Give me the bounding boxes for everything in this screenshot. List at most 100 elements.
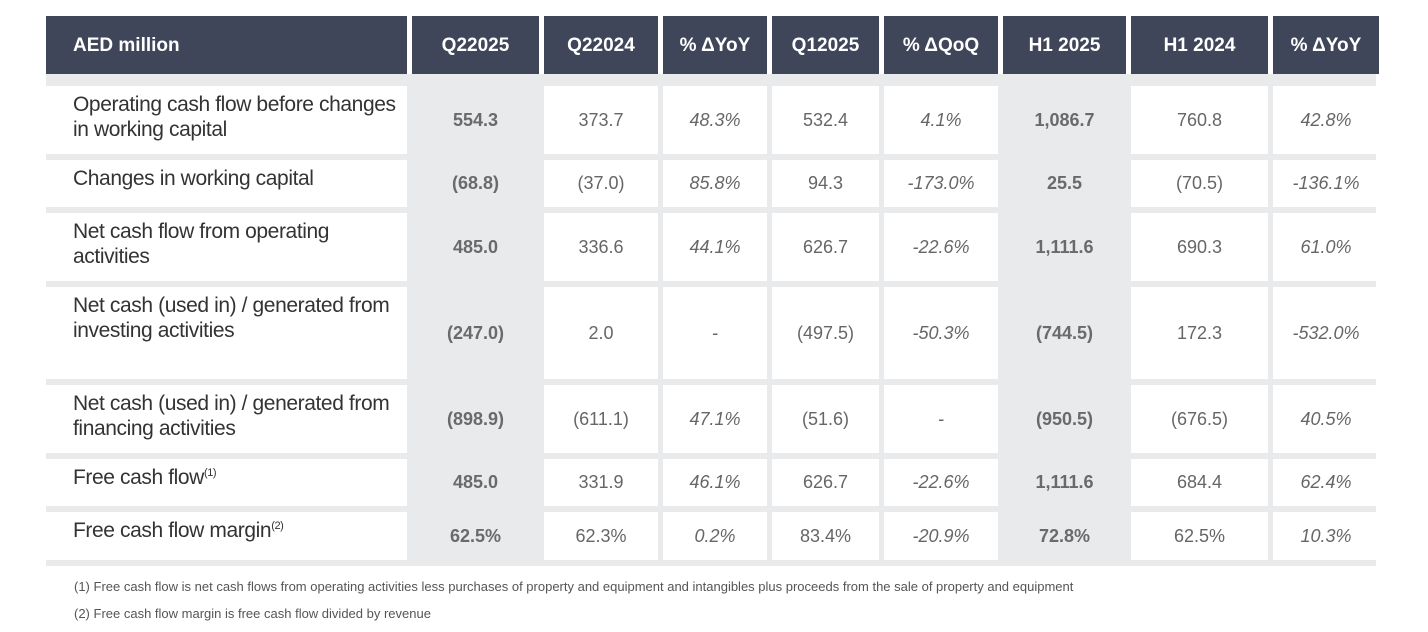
row-label-text: Net cash (used in) / generated from fina… — [73, 392, 390, 440]
table-cell: 626.7 — [772, 459, 879, 506]
table-cell: 760.8 — [1131, 86, 1268, 154]
table-cell: (247.0) — [412, 287, 539, 379]
footnote-ref: (2) — [271, 520, 284, 532]
page-content: AED million Q2 2025 Q2 2024% Δ YoY Q1 2025% Δ Qo… — [46, 16, 1379, 622]
table-header: AED million Q2 2025 Q2 2024% Δ YoY Q1 2025% Δ Qo… — [46, 16, 1379, 74]
table-cell: 10.3% — [1273, 512, 1379, 560]
column-header: Q1 2025 — [772, 16, 879, 74]
column-header-line2: 2025 — [467, 34, 510, 56]
header-spacer — [46, 74, 1376, 86]
footnotes: (1) Free cash flow is net cash flows fro… — [74, 578, 1364, 622]
column-header: H1 2024 — [1131, 16, 1268, 74]
column-header-line1: Q2 — [441, 34, 468, 56]
table-cell: 336.6 — [544, 213, 658, 281]
table-cell: -136.1% — [1273, 160, 1379, 207]
table-cell: -173.0% — [884, 160, 998, 207]
cash-flow-table: AED million Q2 2025 Q2 2024% Δ YoY Q1 2025% Δ Qo… — [46, 16, 1379, 566]
row-label-cell: Net cash flow from operating activities — [46, 213, 407, 281]
table-cell: (70.5) — [1131, 160, 1268, 207]
table-cell: 85.8% — [663, 160, 767, 207]
row-label-cell: Changes in working capital — [46, 160, 407, 207]
table-cell: 40.5% — [1273, 385, 1379, 453]
table-cell: 532.4 — [772, 86, 879, 154]
column-header: % Δ QoQ — [884, 16, 998, 74]
table-cell: - — [884, 385, 998, 453]
table-cell: (497.5) — [772, 287, 879, 379]
table-cell: 626.7 — [772, 213, 879, 281]
table-cell: (744.5) — [1003, 287, 1126, 379]
column-header-line1: % Δ — [1290, 34, 1326, 56]
table-cell: (68.8) — [412, 160, 539, 207]
table-cell: (37.0) — [544, 160, 658, 207]
row-label: Operating cash flow before changes in wo… — [46, 86, 407, 154]
row-label: Changes in working capital — [46, 160, 322, 207]
table-cell: 62.3% — [544, 512, 658, 560]
row-label-text: Free cash flow margin — [73, 519, 272, 542]
table-cell: 684.4 — [1131, 459, 1268, 506]
column-header: % Δ YoY — [663, 16, 767, 74]
column-header-line1: Q1 — [791, 34, 818, 56]
row-label: Free cash flow(1) — [46, 459, 225, 506]
table-cell: 62.4% — [1273, 459, 1379, 506]
footnote-ref: (1) — [203, 467, 217, 479]
row-label-text: Net cash (used in) / generated from inve… — [73, 294, 390, 342]
table-cell: 373.7 — [544, 86, 658, 154]
table-cell: 172.3 — [1131, 287, 1268, 379]
column-header-line2: 2024 — [592, 34, 635, 56]
table-cell: 48.3% — [663, 86, 767, 154]
table-cell: 62.5% — [412, 512, 539, 560]
table-row: Free cash flow margin(2) 62.5% 62.3% 0.2% 83… — [46, 512, 1379, 566]
table-row: Changes in working capital (68.8) (37.0) 85… — [46, 160, 1379, 213]
table-row: Net cash (used in) / generated from fina… — [46, 385, 1379, 459]
row-label-cell: Net cash (used in) / generated from fina… — [46, 385, 407, 453]
table-cell: 44.1% — [663, 213, 767, 281]
table-cell: -532.0% — [1273, 287, 1379, 379]
table-cell: 1,111.6 — [1003, 459, 1126, 506]
row-label-cell: Net cash (used in) / generated from inve… — [46, 287, 407, 379]
table-cell: 42.8% — [1273, 86, 1379, 154]
table-cell: (611.1) — [544, 385, 658, 453]
table-cell: 46.1% — [663, 459, 767, 506]
table-cell: 72.8% — [1003, 512, 1126, 560]
column-header: H1 2025 — [1003, 16, 1126, 74]
column-header-line1: Q2 — [567, 34, 593, 56]
table-cell: 554.3 — [412, 86, 539, 154]
table-cell: 47.1% — [663, 385, 767, 453]
column-header-line1: H1 2025 — [1028, 34, 1101, 56]
table-cell: 485.0 — [412, 213, 539, 281]
row-label-cell: Free cash flow margin(2) — [46, 512, 407, 560]
row-label-cell: Free cash flow(1) — [46, 459, 407, 506]
table-cell: 1,111.6 — [1003, 213, 1126, 281]
table-cell: 2.0 — [544, 287, 658, 379]
table-cell: -50.3% — [884, 287, 998, 379]
table-cell: (950.5) — [1003, 385, 1126, 453]
table-cell: 4.1% — [884, 86, 998, 154]
table-cell: 0.2% — [663, 512, 767, 560]
column-header: % Δ YoY — [1273, 16, 1379, 74]
table-body: Operating cash flow before changes in wo… — [46, 86, 1379, 566]
table-cell: 331.9 — [544, 459, 658, 506]
row-label: Free cash flow margin(2) — [46, 512, 292, 560]
column-header-line2: QoQ — [937, 34, 980, 56]
table-row: Net cash (used in) / generated from inve… — [46, 287, 1379, 385]
table-cell: -22.6% — [884, 213, 998, 281]
row-label-text: Free cash flow — [73, 466, 204, 489]
column-header-line1: % Δ — [902, 34, 938, 56]
table-cell: (676.5) — [1131, 385, 1268, 453]
column-header-line2: YoY — [714, 34, 751, 56]
row-label-text: Operating cash flow before changes in wo… — [73, 93, 396, 141]
row-label-cell: Operating cash flow before changes in wo… — [46, 86, 407, 154]
table-row: Operating cash flow before changes in wo… — [46, 86, 1379, 160]
column-header: Q2 2025 — [412, 16, 539, 74]
column-header: Q2 2024 — [544, 16, 658, 74]
table-cell: 94.3 — [772, 160, 879, 207]
table-cell: 1,086.7 — [1003, 86, 1126, 154]
column-header-line1: H1 2024 — [1163, 34, 1236, 56]
footnote-2: (2) Free cash flow margin is free cash f… — [74, 606, 431, 621]
table-cell: 690.3 — [1131, 213, 1268, 281]
table-row: Net cash flow from operating activities 4… — [46, 213, 1379, 287]
column-header-line2: 2025 — [817, 34, 860, 56]
row-label: Net cash flow from operating activities — [46, 213, 407, 281]
table-cell: 83.4% — [772, 512, 879, 560]
column-header-line1: % Δ — [679, 34, 715, 56]
